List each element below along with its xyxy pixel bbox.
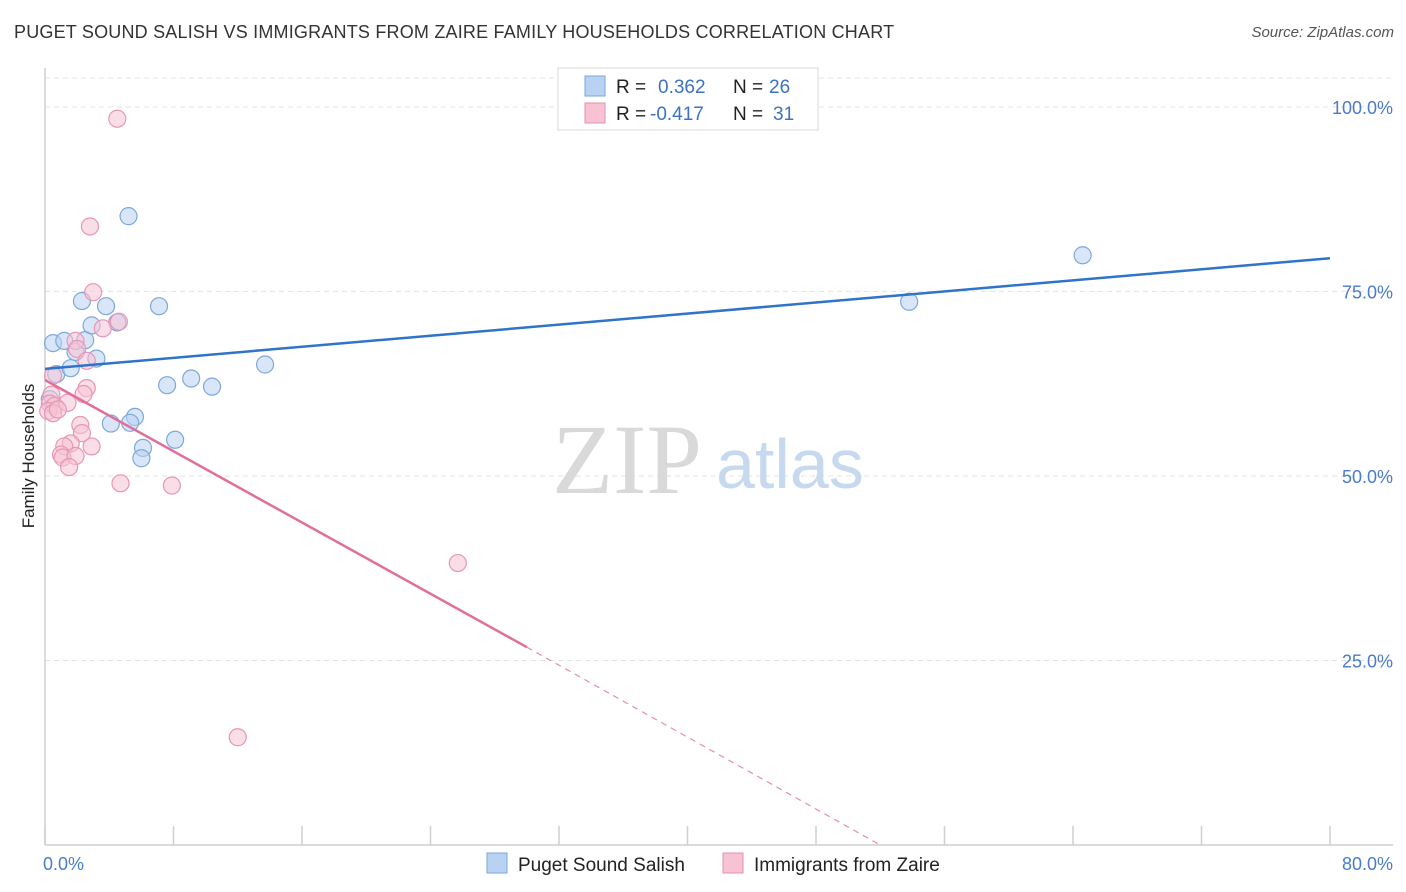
x-tick-label: 0.0%	[43, 854, 84, 874]
point-immigrants-from-zaire	[109, 312, 128, 331]
point-immigrants-from-zaire	[162, 476, 181, 495]
watermark: ZIP atlas	[552, 404, 864, 515]
point-puget-sound-salish	[166, 430, 185, 449]
watermark-zip: ZIP	[552, 404, 702, 515]
point-puget-sound-salish	[255, 355, 275, 374]
point-immigrants-from-zaire	[59, 457, 79, 477]
legend-n-label-2: N =	[733, 104, 763, 125]
y-tick-label: 100.0%	[1332, 98, 1393, 118]
point-immigrants-from-zaire	[108, 109, 127, 128]
legend-n-value-1: 26	[769, 77, 790, 98]
legend-swatch-blue	[584, 75, 606, 97]
y-tick-labels: 25.0% 50.0% 75.0% 100.0%	[1332, 98, 1393, 672]
x-tick-labels: 0.0% 80.0%	[43, 854, 1393, 874]
point-immigrants-from-zaire	[82, 437, 101, 456]
point-immigrants-from-zaire	[84, 283, 103, 302]
stats-legend: R = 0.362 N = 26 R = -0.417 N = 31	[557, 67, 819, 131]
x-tick-label: 80.0%	[1342, 854, 1393, 874]
point-puget-sound-salish	[132, 449, 151, 468]
point-immigrants-from-zaire	[448, 553, 467, 573]
point-puget-sound-salish	[157, 376, 177, 395]
point-puget-sound-salish	[182, 369, 201, 388]
trend-lines	[44, 256, 1331, 846]
legend-swatch-pink	[584, 102, 606, 124]
y-axis-label: Family Households	[19, 384, 38, 529]
series-legend: Puget Sound Salish Immigrants from Zaire	[486, 852, 940, 876]
series-legend-swatch-pink	[722, 852, 744, 874]
data-points	[39, 109, 1092, 747]
point-immigrants-from-zaire	[48, 400, 67, 419]
point-puget-sound-salish	[202, 377, 222, 396]
legend-r-label-1: R =	[616, 77, 646, 98]
point-puget-sound-salish	[96, 297, 116, 316]
legend-r-label-2: R =	[616, 104, 646, 125]
axes	[44, 68, 1393, 846]
trend-line-immigrants-from-zaire	[44, 378, 528, 649]
legend-r-value-2: -0.417	[650, 104, 704, 125]
point-puget-sound-salish	[149, 297, 169, 316]
y-tick-label: 25.0%	[1342, 651, 1393, 671]
point-immigrants-from-zaire	[111, 474, 130, 493]
legend-n-label-1: N =	[733, 77, 763, 98]
chart-title: PUGET SOUND SALISH VS IMMIGRANTS FROM ZA…	[14, 22, 895, 42]
grid-lines	[45, 77, 1395, 661]
y-tick-label: 50.0%	[1342, 467, 1393, 487]
series-legend-swatch-blue	[486, 852, 508, 874]
trend-line-puget-sound-salish	[44, 256, 1331, 371]
point-immigrants-from-zaire	[72, 424, 92, 443]
series-legend-label-2: Immigrants from Zaire	[754, 855, 940, 876]
point-immigrants-from-zaire	[80, 217, 100, 236]
legend-n-value-2: 31	[773, 104, 794, 125]
point-immigrants-from-zaire	[93, 319, 112, 338]
series-legend-label-1: Puget Sound Salish	[518, 855, 685, 876]
trend-line-extension-immigrants-from-zaire	[526, 646, 881, 846]
source-label: Source: ZipAtlas.com	[1251, 24, 1394, 41]
legend-r-value-1: 0.362	[658, 77, 706, 98]
y-tick-label: 75.0%	[1342, 282, 1393, 302]
watermark-atlas: atlas	[716, 425, 864, 503]
point-puget-sound-salish	[1073, 246, 1092, 265]
point-puget-sound-salish	[119, 207, 138, 226]
point-immigrants-from-zaire	[68, 339, 87, 359]
point-immigrants-from-zaire	[228, 728, 247, 747]
